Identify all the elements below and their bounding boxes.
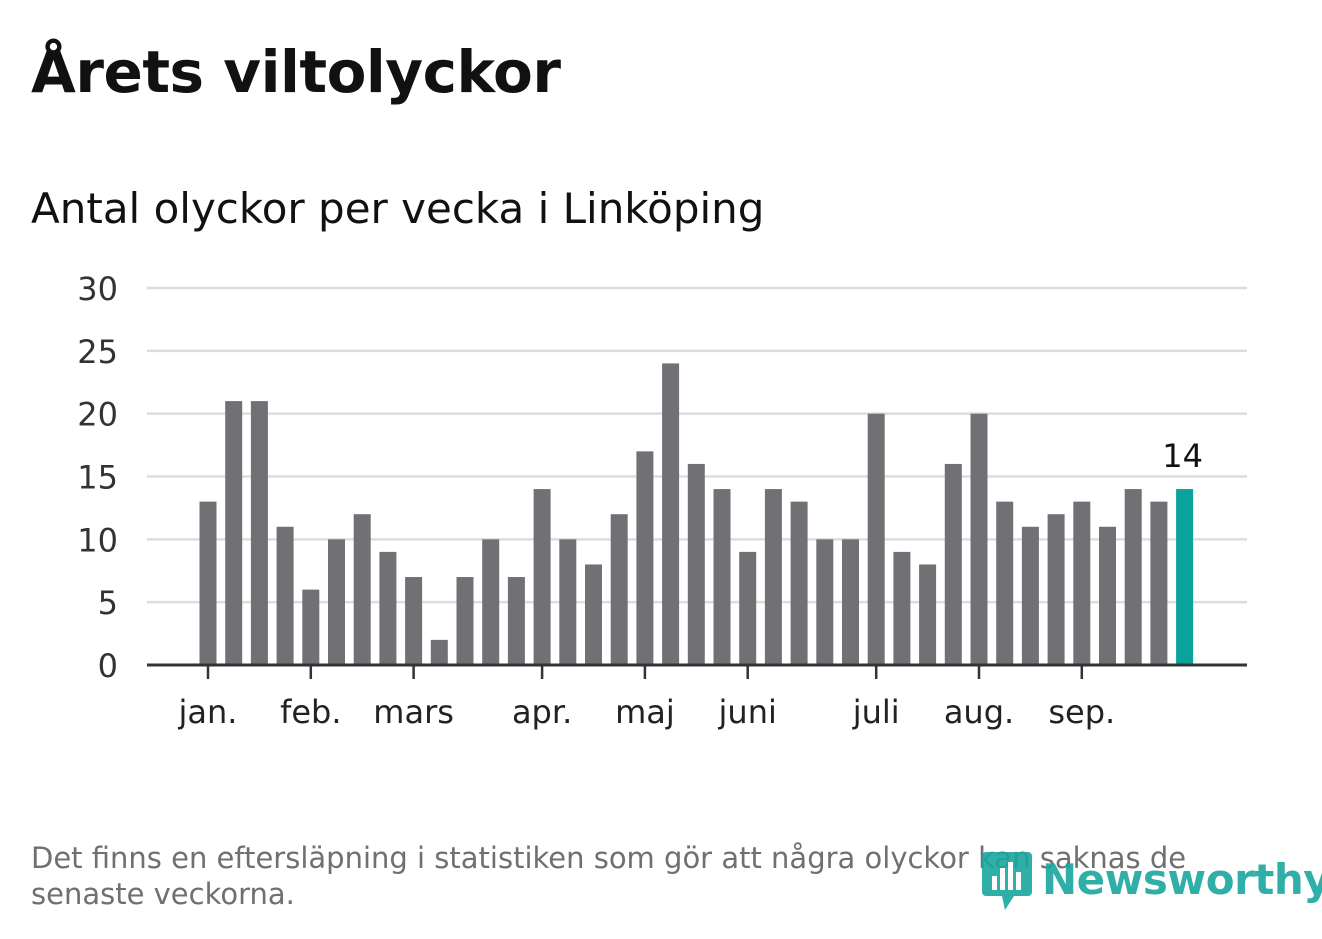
chart-title: Årets viltolyckor [31,38,561,106]
bar [405,577,423,665]
x-tick-label: feb. [280,693,341,731]
y-tick-label: 0 [98,647,118,685]
bar [353,514,371,665]
bar [456,577,474,665]
bar [250,401,268,665]
bar [276,526,294,665]
bar [328,539,345,665]
y-tick-label: 10 [77,521,118,559]
data-labels: 14 [1162,437,1203,475]
bar [893,551,911,665]
y-tick-label: 15 [77,459,118,497]
bar [507,577,525,665]
bars [199,363,1194,665]
bar-chart: 0 5 10 15 20 25 30 jan. feb. mars apr. maj juni juli… [77,270,1247,731]
y-axis-ticks: 0 5 10 15 20 25 30 [77,270,118,685]
bar [842,539,859,665]
bar [302,589,320,665]
newsworthy-logo-text: Newsworthy [1042,854,1322,904]
bar [1099,526,1116,665]
bar-current-week [1176,489,1194,665]
bar [610,514,628,665]
bar [482,539,500,665]
bar [379,551,397,665]
y-tick-label: 20 [77,396,118,434]
bar [430,639,448,665]
x-tick-label: apr. [512,693,572,731]
x-tick-label: sep. [1048,693,1115,731]
bar [636,451,654,665]
bar [1047,514,1065,665]
x-tick-label: aug. [944,693,1014,731]
bar [533,489,551,665]
y-tick-label: 25 [77,333,118,371]
chart-subtitle: Antal olyckor per vecka i Linköping [31,184,765,233]
y-tick-label: 30 [77,270,118,308]
bar [199,501,217,665]
bar [225,401,243,665]
newsworthy-logo: Newsworthy [982,846,1322,912]
x-tick-label: mars [373,693,454,731]
bar [662,363,680,665]
bar [559,539,577,665]
x-tick-label: juni [718,693,777,731]
bar [867,413,885,665]
x-tick-label: juli [852,693,900,731]
bar [970,413,988,665]
bar [1073,501,1091,665]
newsworthy-logo-icon [982,852,1032,910]
bar [764,489,782,665]
bar [816,539,834,665]
bar [687,463,705,665]
bar [944,463,962,665]
bar [996,501,1014,665]
bar [739,551,757,665]
bar [919,564,937,665]
x-tick-label: maj [615,693,675,731]
x-tick-label: jan. [178,693,238,731]
bar [790,501,808,665]
bar [1021,526,1039,665]
bar [1150,501,1168,665]
y-tick-label: 5 [98,584,118,622]
bar [713,489,731,665]
x-axis-ticks: jan. feb. mars apr. maj juni juli aug. sep. [178,665,1115,731]
bar [1124,489,1142,665]
bar [585,564,602,665]
data-label-current-week: 14 [1162,437,1203,475]
